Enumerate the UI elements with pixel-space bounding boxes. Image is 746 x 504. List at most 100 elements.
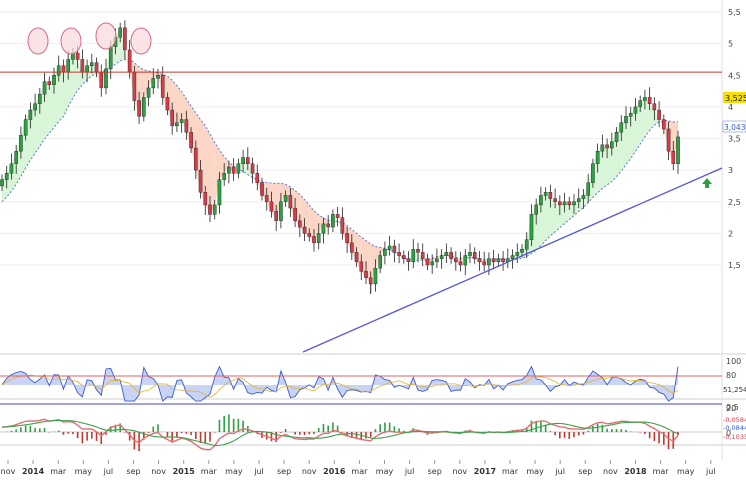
time-label: may: [225, 467, 243, 476]
ma-fill-segment: [370, 244, 376, 284]
candle: [510, 249, 515, 269]
ma-fill-segment: [219, 149, 225, 180]
candle: [279, 192, 283, 229]
candle: [657, 101, 661, 128]
candle: [255, 164, 260, 191]
candle: [212, 199, 217, 220]
candle: [633, 98, 638, 121]
ma-fill-segment: [210, 134, 215, 215]
time-label: mar: [50, 467, 67, 476]
candle: [477, 251, 482, 271]
ma-fill-segment: [77, 59, 83, 91]
ma-fill-segment: [252, 173, 258, 183]
ma-fill-segment: [602, 144, 608, 189]
candle: [458, 251, 463, 272]
candle: [184, 110, 189, 140]
candle: [543, 187, 548, 201]
ma-fill-segment: [148, 70, 154, 88]
candle: [605, 138, 609, 159]
candle: [56, 55, 61, 82]
ma-fill-segment: [569, 201, 574, 220]
ma-fill-segment: [559, 201, 565, 228]
candle: [137, 91, 141, 124]
candle: [179, 113, 184, 133]
candle: [515, 243, 520, 264]
ma-fill-segment: [318, 215, 324, 234]
candle: [142, 92, 146, 122]
candle: [638, 95, 642, 112]
ma-polyline: [1, 59, 679, 261]
price-tick-label: 2: [728, 229, 733, 238]
candle: [175, 112, 179, 133]
current-price-label: 3,525: [725, 94, 746, 103]
time-label: 2016: [323, 467, 346, 476]
time-label: mar: [201, 467, 218, 476]
price-tick-label: 5,5: [728, 8, 741, 17]
candle: [4, 165, 9, 189]
candle: [0, 174, 4, 191]
candle: [264, 187, 269, 211]
candle: [236, 158, 241, 179]
candle: [246, 147, 250, 171]
candle: [671, 141, 676, 171]
macd-tick-05: 0,5: [726, 403, 739, 412]
time-label: sep: [578, 467, 592, 476]
candle: [501, 251, 505, 271]
candle: [170, 102, 174, 135]
ma-fill-segment: [63, 59, 69, 117]
ma-fill-segment: [153, 71, 158, 79]
price-tick-label: 1,5: [728, 261, 741, 270]
ma-fill-segment: [49, 75, 54, 134]
time-label: nov: [151, 467, 166, 476]
candle: [628, 106, 633, 127]
ma-fill-segment: [626, 113, 631, 165]
candle: [118, 22, 122, 43]
current-price-tag: 3,525: [723, 92, 746, 103]
candle: [203, 185, 208, 216]
time-label: mar: [653, 467, 670, 476]
candle: [482, 251, 486, 272]
candle: [198, 160, 203, 199]
candle: [444, 243, 449, 264]
candle: [411, 239, 416, 269]
candle: [647, 87, 652, 111]
candle: [42, 72, 47, 102]
time-label: nov: [452, 467, 467, 476]
time-label: sep: [428, 467, 442, 476]
candle: [406, 251, 411, 271]
candle: [288, 187, 293, 217]
candle: [491, 249, 496, 270]
peak-circle: [60, 27, 82, 55]
candle: [269, 191, 274, 218]
rsi-indicator: [1, 365, 679, 402]
candle: [600, 134, 605, 158]
candle: [227, 160, 231, 184]
macd-indicator: [0, 414, 722, 452]
candle: [430, 254, 434, 274]
ma-fill-segment: [214, 142, 220, 205]
candle: [165, 92, 170, 116]
candle: [553, 188, 557, 209]
candles: [0, 20, 680, 295]
candle: [241, 149, 245, 173]
candle: [364, 261, 368, 284]
candle: [298, 214, 302, 238]
candle: [151, 68, 156, 95]
time-label: 2018: [624, 467, 647, 476]
candle: [335, 206, 340, 227]
candle: [28, 102, 33, 129]
candle: [160, 66, 165, 105]
candle: [359, 254, 364, 281]
candle: [47, 76, 52, 90]
time-label: nov: [1, 467, 16, 476]
ma-fill-segment: [436, 255, 442, 259]
candle: [572, 194, 576, 214]
peak-circle: [27, 27, 49, 55]
time-label: nov: [302, 467, 317, 476]
time-label: jul: [705, 467, 716, 476]
ma-fill-segment: [545, 192, 551, 241]
candle: [354, 247, 359, 267]
candle: [539, 186, 543, 213]
time-label: jul: [404, 467, 415, 476]
